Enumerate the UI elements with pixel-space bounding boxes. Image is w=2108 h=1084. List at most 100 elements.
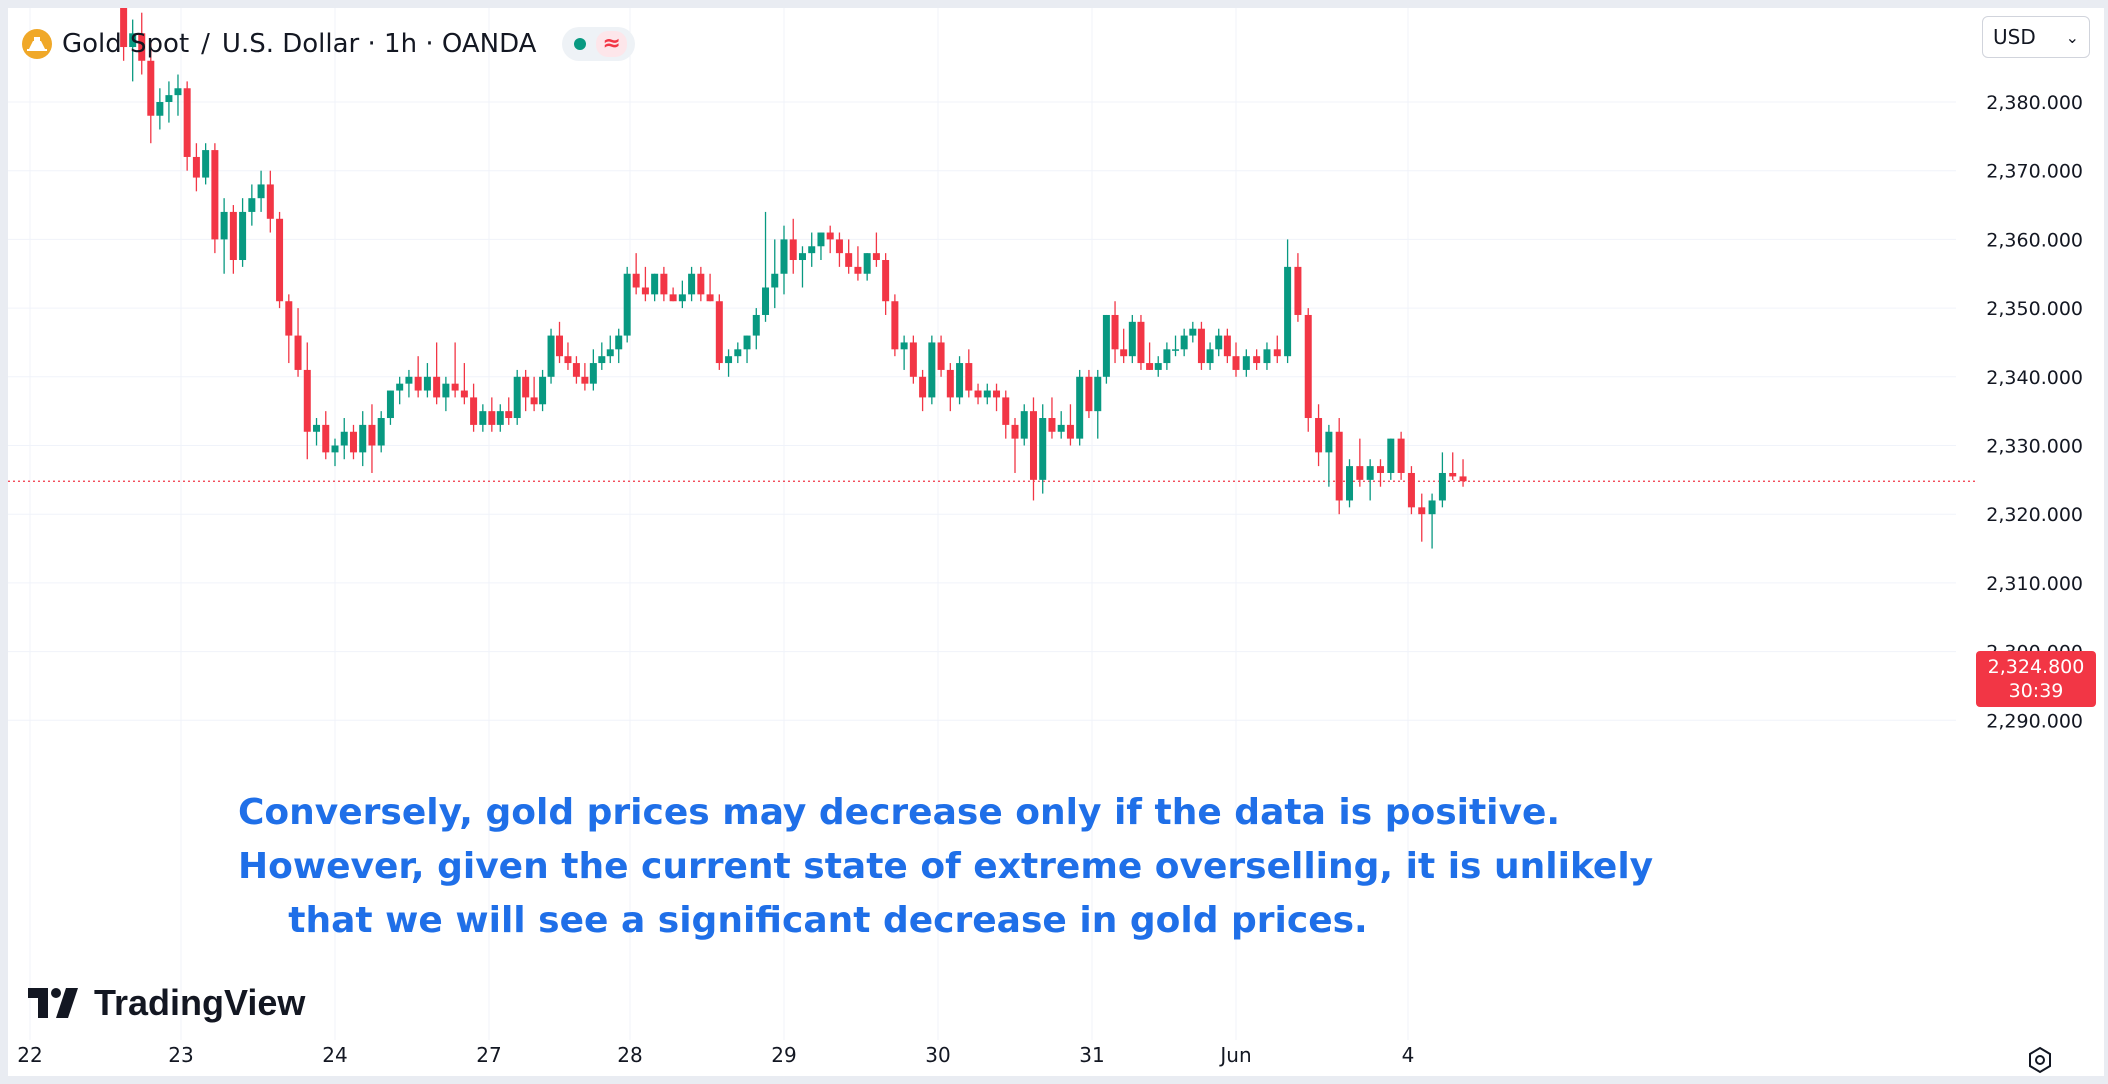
candle-down (266, 170, 274, 233)
candle-up (808, 232, 816, 267)
candle-body (451, 383, 459, 391)
tradingview-branding[interactable]: TradingView (28, 982, 305, 1024)
candle-body (479, 411, 487, 425)
candle-body (377, 418, 385, 446)
price-chart[interactable]: 2,380.000 2,370.000 2,360.000 2,350.000 2,34… (8, 8, 2104, 1076)
candle-body (762, 287, 770, 315)
candle-body (129, 33, 137, 48)
candle-body (1397, 438, 1405, 473)
candle-down (1111, 301, 1119, 364)
candle-body (564, 356, 572, 364)
candle-body (1356, 466, 1364, 480)
candle-body (798, 253, 806, 261)
candle-down (564, 342, 572, 370)
candle-up (1366, 459, 1374, 501)
x-tick-label: 23 (168, 1043, 193, 1067)
gold-coin-icon (22, 29, 52, 59)
candle-body (1076, 376, 1084, 439)
symbol-details[interactable]: U.S. Dollar · 1h · OANDA (221, 29, 537, 59)
candle-body (1315, 418, 1323, 453)
candle-up (1180, 328, 1188, 357)
candle-up (1076, 369, 1084, 446)
candle-up (405, 369, 413, 398)
bar-countdown: 30:39 (2008, 680, 2064, 702)
candle-body (1346, 466, 1354, 501)
candle-body (1163, 349, 1171, 364)
candle-body (734, 349, 742, 357)
candle-body (183, 88, 191, 157)
candle-body (1020, 411, 1028, 439)
candle-down (641, 266, 649, 302)
candle-body (285, 301, 293, 336)
candle-down (919, 369, 927, 412)
candle-body (423, 376, 431, 391)
market-status[interactable]: ≈ (562, 27, 635, 61)
candle-body (835, 239, 843, 254)
candle-body (1223, 335, 1231, 357)
candle-down (789, 218, 797, 274)
candle-up (1325, 424, 1333, 487)
candle-up (202, 143, 210, 185)
candle-down (349, 424, 357, 460)
candle-body (641, 287, 649, 295)
candle-body (1094, 376, 1102, 412)
candle-body (257, 184, 265, 199)
candle-up (900, 335, 908, 370)
x-tick-label: 22 (17, 1043, 42, 1067)
candle-up (1057, 411, 1065, 439)
candle-body (581, 376, 589, 384)
candle-down (946, 363, 954, 412)
candle-body (1387, 438, 1395, 473)
x-tick-label: 31 (1079, 1043, 1104, 1067)
x-tick-label: 4 (1402, 1043, 1415, 1067)
candle-body (882, 260, 890, 302)
candle-body (1048, 418, 1056, 432)
chart-settings-icon[interactable] (2026, 1046, 2054, 1074)
candle-body (1102, 314, 1110, 377)
candle-up (1189, 321, 1197, 343)
candle-down (1315, 404, 1323, 467)
candle-body (706, 294, 714, 302)
candle-down (1197, 321, 1205, 370)
candle-down (414, 356, 422, 398)
candle-down (1029, 397, 1037, 501)
candle-up (762, 211, 770, 322)
candle-down (826, 225, 834, 254)
candle-down (845, 239, 853, 274)
candle-up (156, 88, 164, 130)
candle-up (688, 266, 696, 302)
candle-body (1154, 363, 1162, 370)
last-price-label: 2,324.800 30:39 (1976, 651, 2096, 707)
candle-up (220, 198, 228, 274)
candle-body (1284, 266, 1292, 357)
candle-down (368, 404, 376, 473)
candle-body (891, 301, 899, 350)
brand-name: TradingView (94, 982, 306, 1023)
candle-up (1428, 493, 1436, 549)
currency-select[interactable]: USD ⌄ (1982, 16, 2090, 58)
candle-body (220, 211, 228, 240)
candle-body (303, 369, 311, 432)
candle-body (1325, 431, 1333, 453)
candle-body (771, 273, 779, 288)
candle-down (993, 383, 1001, 412)
currency-value: USD (1993, 25, 2036, 49)
candle-down (522, 369, 530, 412)
candle-down (1066, 404, 1074, 446)
candle-body (414, 376, 422, 391)
candle-down (669, 287, 677, 302)
candle-down (965, 349, 973, 398)
candle-body (1438, 472, 1446, 501)
candle-body (1449, 472, 1457, 477)
candle-body (1273, 349, 1281, 357)
candle-up (248, 184, 256, 226)
candle-body (120, 8, 128, 48)
symbol-name[interactable]: Gold Spot (62, 29, 190, 59)
y-axis: 2,380.000 2,370.000 2,360.000 2,350.000 2,34… (1986, 92, 2083, 732)
candle-body (632, 273, 640, 288)
candle-body (623, 273, 631, 336)
candle-body (598, 356, 606, 364)
candle-body (697, 273, 705, 295)
candle-body (1197, 328, 1205, 364)
candle-body (1066, 424, 1074, 439)
